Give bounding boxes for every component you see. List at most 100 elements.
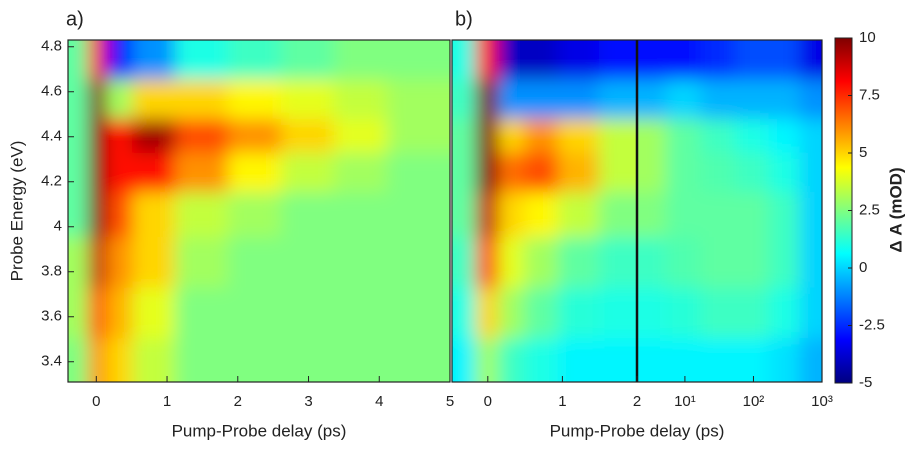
heat-cell (280, 40, 337, 82)
heat-cell (734, 118, 771, 155)
heat-cell (734, 79, 771, 121)
panel-label: b) (455, 8, 473, 30)
x-tick-label: 3 (304, 393, 312, 410)
heat-cell (334, 152, 390, 194)
heat-cell (598, 118, 637, 155)
heat-cell (700, 237, 737, 290)
heat-cell (700, 79, 737, 121)
heat-cell (387, 79, 450, 121)
heat-cell (227, 79, 283, 121)
heat-cell (68, 152, 91, 194)
heat-cell (334, 79, 390, 121)
heat-cell (88, 338, 108, 382)
heat-cell (132, 287, 177, 341)
panel-label: a) (66, 8, 84, 30)
colorbar-tick-label: 7.5 (859, 86, 880, 103)
heat-cell (387, 118, 450, 155)
heat-cell (88, 40, 108, 82)
heatmap-b-log (637, 40, 822, 382)
heat-cell (475, 287, 500, 341)
heat-cell (475, 79, 500, 121)
heat-cell (174, 79, 230, 121)
y-tick-label: 4 (54, 218, 62, 235)
heat-cell (799, 338, 822, 382)
heat-cell (524, 287, 560, 341)
heat-cell (598, 40, 637, 82)
heatmap-a (68, 40, 450, 382)
y-tick-label: 4.4 (41, 128, 62, 145)
heat-cell (524, 237, 560, 290)
heat-cell (280, 192, 337, 239)
heat-cell (557, 192, 601, 239)
heat-cell (768, 287, 802, 341)
y-axis-label: Probe Energy (eV) (7, 141, 26, 282)
heat-cell (227, 40, 283, 82)
heat-cell (700, 118, 737, 155)
heat-cell (768, 152, 802, 194)
heat-cell (637, 237, 668, 290)
heat-cell (387, 40, 450, 82)
heat-cell (557, 237, 601, 290)
heat-cell (598, 79, 637, 121)
heat-cell (452, 287, 478, 341)
colorbar-tick-label: -5 (859, 374, 872, 391)
heat-cell (734, 40, 771, 82)
heat-cell (227, 152, 283, 194)
heat-cell (700, 287, 737, 341)
heat-cell (475, 192, 500, 239)
x-tick-label: 5 (446, 393, 454, 410)
heat-cell (637, 287, 668, 341)
heat-cell (557, 287, 601, 341)
heat-cell (132, 338, 177, 382)
heat-cell (105, 338, 135, 382)
heat-cell (334, 287, 390, 341)
heat-cell (387, 152, 450, 194)
heat-cell (88, 192, 108, 239)
heat-cell (88, 152, 108, 194)
heat-cell (105, 192, 135, 239)
heat-cell (475, 152, 500, 194)
heat-cell (799, 118, 822, 155)
heat-cell (227, 287, 283, 341)
heat-cell (105, 152, 135, 194)
heat-cell (497, 40, 527, 82)
heat-cell (768, 237, 802, 290)
heat-cell (557, 118, 601, 155)
heat-cell (475, 40, 500, 82)
heat-cell (227, 192, 283, 239)
heat-cell (734, 338, 771, 382)
heat-cell (524, 40, 560, 82)
x-tick-label: 10³ (811, 393, 833, 410)
heat-cell (68, 118, 91, 155)
x-tick-label: 2 (633, 393, 641, 410)
heat-cell (105, 118, 135, 155)
heat-cell (598, 237, 637, 290)
x-tick-label: 10² (743, 393, 765, 410)
heat-cell (227, 118, 283, 155)
heat-cell (280, 287, 337, 341)
heat-cell (387, 287, 450, 341)
heat-cell (768, 40, 802, 82)
heat-cell (280, 79, 337, 121)
heat-cell (475, 237, 500, 290)
heat-cell (227, 338, 283, 382)
heat-cell (598, 338, 637, 382)
heat-cell (334, 338, 390, 382)
heat-cell (734, 152, 771, 194)
heat-cell (524, 192, 560, 239)
colorbar-tick-label: 5 (859, 144, 867, 161)
heat-cell (174, 237, 230, 290)
heat-cell (132, 152, 177, 194)
heat-cell (734, 287, 771, 341)
heat-cell (174, 287, 230, 341)
heat-cell (452, 338, 478, 382)
heat-cell (174, 152, 230, 194)
heat-cell (665, 338, 703, 382)
heat-cell (799, 152, 822, 194)
x-axis-label: Pump-Probe delay (ps) (550, 421, 725, 440)
heat-cell (475, 118, 500, 155)
heat-cell (557, 338, 601, 382)
heat-cell (497, 287, 527, 341)
heat-cell (734, 192, 771, 239)
